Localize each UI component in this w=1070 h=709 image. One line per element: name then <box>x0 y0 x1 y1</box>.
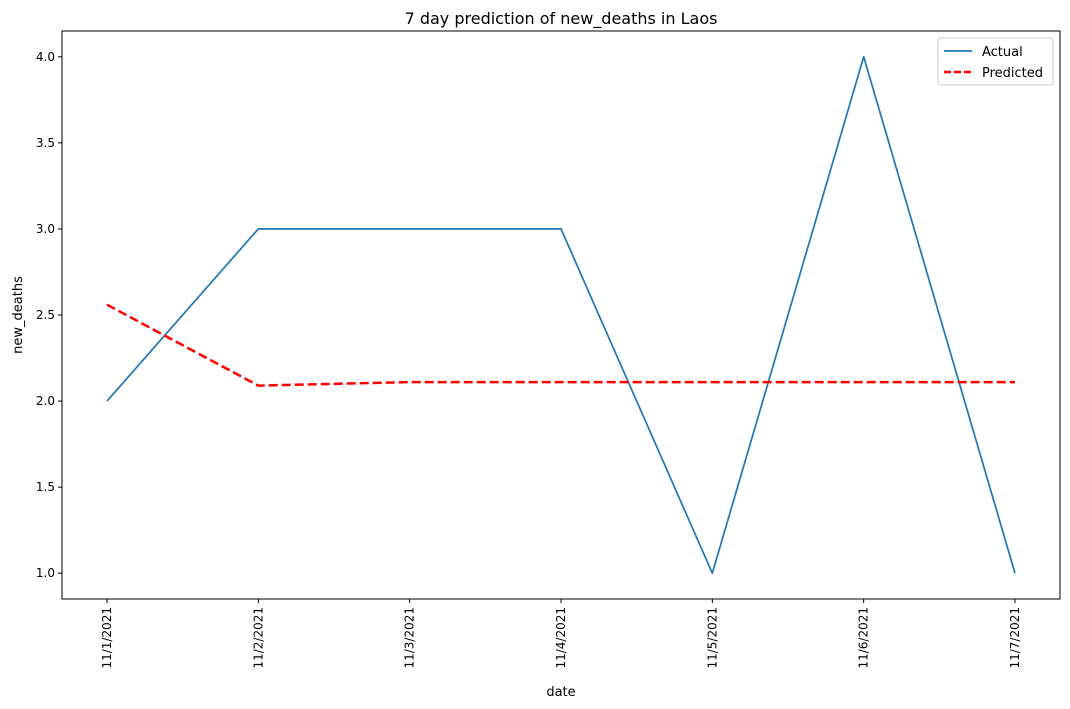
series-line-predicted <box>106 303 1015 387</box>
y-tick-label: 3.5 <box>36 136 55 150</box>
x-axis-title: date <box>546 685 575 700</box>
y-axis-title: new_deaths <box>11 276 26 354</box>
legend-label-predicted: Predicted <box>982 66 1043 81</box>
series-layer <box>106 55 1016 575</box>
legend: Actual Predicted <box>937 37 1054 86</box>
x-tick-label: 11/5/2021 <box>705 607 719 669</box>
y-tick-label: 3.0 <box>36 222 55 236</box>
x-tick-label: 11/7/2021 <box>1008 607 1022 669</box>
legend-label-actual: Actual <box>982 45 1023 60</box>
y-axis: 1.0 1.5 2.0 2.5 3.0 3.5 4.0 <box>36 50 62 580</box>
x-tick-label: 11/4/2021 <box>554 607 568 669</box>
series-line-actual <box>106 55 1016 575</box>
plot-area <box>61 30 1061 600</box>
chart-title: 7 day prediction of new_deaths in Laos <box>405 9 718 29</box>
y-tick-label: 1.5 <box>36 480 55 494</box>
y-tick-label: 2.0 <box>36 394 55 408</box>
x-tick-label: 11/1/2021 <box>100 607 114 669</box>
x-axis: 11/1/2021 11/2/2021 11/3/2021 11/4/2021 11/5… <box>100 599 1022 669</box>
x-tick-label: 11/2/2021 <box>251 607 265 669</box>
y-tick-label: 1.0 <box>36 566 55 580</box>
x-tick-label: 11/6/2021 <box>857 607 871 669</box>
y-tick-label: 2.5 <box>36 308 55 322</box>
x-tick-label: 11/3/2021 <box>403 607 417 669</box>
y-tick-label: 4.0 <box>36 50 55 64</box>
